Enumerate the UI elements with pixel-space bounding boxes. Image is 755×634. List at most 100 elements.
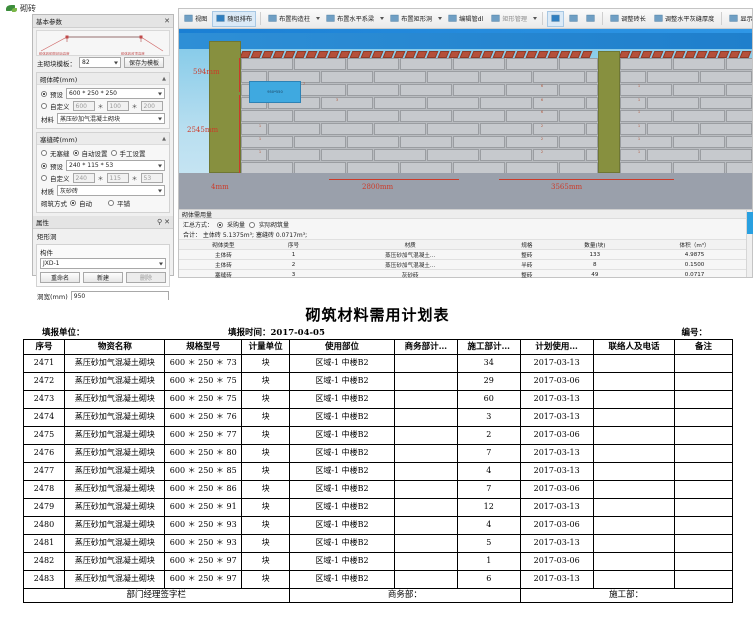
- brick[interactable]: [726, 136, 752, 148]
- main-brick-custom-radio[interactable]: [41, 103, 47, 109]
- wall-segment-left[interactable]: 476366121212: [241, 58, 598, 173]
- brick[interactable]: [480, 71, 532, 83]
- wall-segment-right[interactable]: 1 1 1 1 1 1: [620, 58, 752, 173]
- brick[interactable]: [559, 162, 598, 173]
- toolbar-item-move-icon[interactable]: [547, 10, 565, 27]
- toolbar-item-调整水平灰缝厚度[interactable]: 调整水平灰缝厚度: [651, 11, 718, 27]
- doc-table-row[interactable]: 2475 蒸压砂加气混凝土砌块 600 ＊ 250 ＊ 77 块区域-1 中楼B2 2 2…: [22, 426, 733, 445]
- doc-table-row[interactable]: 2480 蒸压砂加气混凝土砌块 600 ＊ 250 ＊ 93 块区域-1 中楼B2 4 2…: [22, 516, 733, 535]
- chevron-up-icon[interactable]: ▲: [162, 75, 166, 82]
- brick[interactable]: [620, 110, 672, 122]
- main-brick-preset-radio[interactable]: [41, 90, 47, 97]
- main-brick-preset-select[interactable]: 600 * 250 * 250: [66, 88, 165, 99]
- brick[interactable]: [647, 123, 699, 135]
- brick[interactable]: [374, 97, 426, 109]
- brick[interactable]: [241, 136, 293, 148]
- toolbar-item-布置矩形洞[interactable]: 布置矩形洞: [387, 11, 435, 27]
- brick[interactable]: [647, 71, 699, 83]
- brick[interactable]: [241, 149, 267, 161]
- toolbar-item-视图[interactable]: 视图: [181, 11, 210, 27]
- gap-manual-radio[interactable]: [110, 150, 117, 156]
- brick[interactable]: [586, 97, 598, 109]
- stats-table-row[interactable]: 主体砖 2 蒸压砂加气混凝土... 半砖 8 0.1500: [179, 259, 752, 270]
- laying-auto-radio[interactable]: [70, 200, 76, 206]
- chevron-down-icon[interactable]: [438, 17, 443, 20]
- doc-table-row[interactable]: 2481 蒸压砂加气混凝土砌块 600 ＊ 250 ＊ 93 块区域-1 中楼B2 5 2…: [22, 534, 733, 553]
- chevron-down-icon[interactable]: [316, 17, 321, 20]
- brick[interactable]: [647, 97, 699, 109]
- brick[interactable]: [586, 149, 598, 161]
- brick[interactable]: [241, 162, 293, 173]
- brick[interactable]: [427, 149, 479, 161]
- brick[interactable]: [620, 149, 646, 161]
- brick[interactable]: [347, 58, 399, 70]
- toolbar-item-显示标注[interactable]: 显示标注: [726, 11, 752, 27]
- brick[interactable]: [241, 58, 293, 70]
- doc-table-row[interactable]: 2478 蒸压砂加气混凝土砌块 600 ＊ 250 ＊ 86 块区域-1 中楼B2 7 2…: [22, 480, 733, 499]
- brick[interactable]: [533, 149, 585, 161]
- brick[interactable]: [586, 123, 598, 135]
- gap-none-radio[interactable]: [41, 150, 47, 156]
- doc-table-row[interactable]: 2476 蒸压砂加气混凝土砌块 600 ＊ 250 ＊ 80 块区域-1 中楼B2 7 2…: [22, 444, 733, 463]
- brick[interactable]: [700, 97, 752, 109]
- structural-column-left[interactable]: [209, 41, 241, 173]
- brick[interactable]: [321, 71, 373, 83]
- doc-table-row[interactable]: 2479 蒸压砂加气混凝土砌块 600 ＊ 250 ＊ 91 块区域-1 中楼B2 12…: [22, 498, 733, 517]
- stats-table-row[interactable]: 塞缝砖 3 灰砂砖 整砖 49 0.0717: [179, 269, 752, 279]
- brick[interactable]: [321, 149, 373, 161]
- doc-table-row[interactable]: 2483 蒸压砂加气混凝土砌块 600 ＊ 250 ＊ 97 块区域-1 中楼B2 6 2…: [22, 570, 733, 589]
- chevron-down-icon[interactable]: [533, 17, 538, 20]
- brick[interactable]: [400, 110, 452, 122]
- brick[interactable]: [647, 149, 699, 161]
- structural-column-middle[interactable]: [598, 51, 620, 173]
- brick[interactable]: [700, 71, 752, 83]
- brick[interactable]: [294, 136, 346, 148]
- brick[interactable]: [559, 110, 598, 122]
- main-brick-custom-b[interactable]: 100: [106, 101, 129, 111]
- brick[interactable]: [620, 71, 646, 83]
- brick[interactable]: [673, 110, 725, 122]
- main-brick-material-select[interactable]: 蒸压砂加气混凝土砌块: [57, 113, 165, 124]
- scroll-thumb[interactable]: [747, 212, 753, 234]
- brick[interactable]: [620, 58, 672, 70]
- brick[interactable]: [559, 84, 598, 96]
- main-brick-custom-a[interactable]: 600: [72, 101, 95, 111]
- main-brick-group-header[interactable]: 砌体砖(mm) ▲: [37, 73, 169, 85]
- toolbar-item-随组排布[interactable]: 随组排布: [212, 10, 257, 27]
- brick[interactable]: [453, 110, 505, 122]
- toolbar-item-编辑管dl[interactable]: 编辑管dl: [445, 11, 486, 27]
- brick[interactable]: [559, 58, 598, 70]
- template-select[interactable]: 82: [79, 57, 121, 68]
- brick[interactable]: [347, 162, 399, 173]
- toolbar-item-调整砖长[interactable]: 调整砖长: [607, 11, 649, 27]
- stats-scrollbar[interactable]: [746, 210, 753, 277]
- brick[interactable]: [427, 97, 479, 109]
- brick[interactable]: [559, 136, 598, 148]
- doc-table-row[interactable]: 2477 蒸压砂加气混凝土砌块 600 ＊ 250 ＊ 85 块区域-1 中楼B2 4 2…: [22, 462, 733, 481]
- brick[interactable]: [374, 149, 426, 161]
- gap-auto-radio[interactable]: [72, 150, 79, 156]
- brick[interactable]: [374, 71, 426, 83]
- doc-table-row[interactable]: 2473 蒸压砂加气混凝土砌块 600 ＊ 250 ＊ 75 块区域-1 中楼B2 60…: [22, 390, 733, 409]
- brick[interactable]: [427, 123, 479, 135]
- gap-brick-preset-radio[interactable]: [41, 162, 47, 169]
- gap-brick-custom-b[interactable]: 115: [106, 173, 129, 183]
- toolbar-item-undo-icon[interactable]: [583, 11, 598, 27]
- brick[interactable]: [620, 136, 672, 148]
- brick[interactable]: [347, 84, 399, 96]
- gap-brick-custom-c[interactable]: 53: [140, 173, 163, 183]
- brick[interactable]: [673, 162, 725, 173]
- brick[interactable]: [533, 123, 585, 135]
- brick[interactable]: [294, 110, 346, 122]
- brick[interactable]: [400, 162, 452, 173]
- brick[interactable]: [533, 71, 585, 83]
- rename-button[interactable]: 重命名: [40, 272, 80, 283]
- toolbar-item-布置构造柱[interactable]: 布置构造柱: [265, 11, 313, 27]
- brick[interactable]: [241, 110, 293, 122]
- brick[interactable]: [294, 58, 346, 70]
- component-select[interactable]: JXD-1: [40, 258, 166, 269]
- brick[interactable]: [673, 58, 725, 70]
- brick[interactable]: [241, 123, 267, 135]
- doc-table-row[interactable]: 2472 蒸压砂加气混凝土砌块 600 ＊ 250 ＊ 75 块区域-1 中楼B2 29…: [22, 372, 733, 391]
